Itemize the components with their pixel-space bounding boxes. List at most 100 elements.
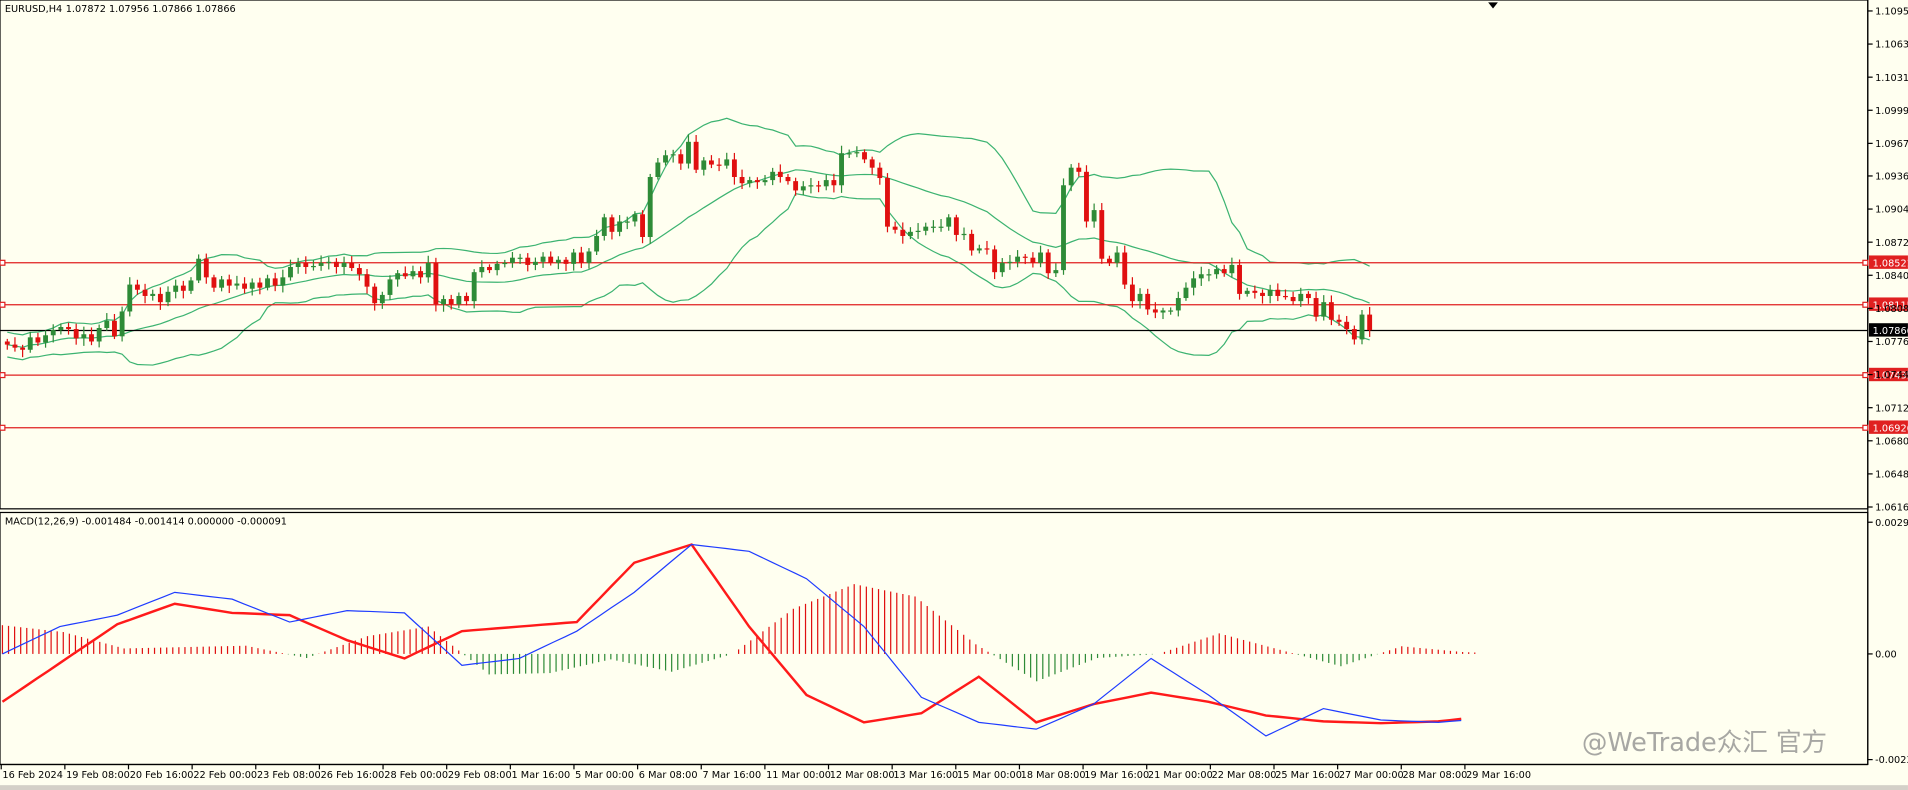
price-level-tag	[1869, 367, 1908, 382]
candle-bear	[142, 289, 148, 296]
candle-bull	[1160, 310, 1166, 313]
level-handle-left	[0, 372, 6, 379]
candle-bear	[731, 159, 737, 177]
candle-bear	[1099, 210, 1105, 259]
candle-bear	[793, 181, 799, 191]
candle-bear	[333, 261, 339, 267]
candle-bull	[173, 285, 179, 292]
candle-bear	[20, 347, 26, 350]
time-tick-label: 21 Mar 00:00	[1148, 770, 1213, 781]
time-tick-label: 19 Mar 16:00	[1084, 770, 1149, 781]
candle-bull	[1206, 274, 1212, 276]
candle-bull	[196, 258, 202, 281]
candle-bear	[862, 152, 867, 160]
candle-bear	[35, 337, 41, 343]
candle-bear	[693, 141, 699, 170]
candle-bull	[425, 262, 431, 278]
macd-indicator	[1, 543, 1476, 737]
candle-bear	[303, 262, 309, 267]
candle-bull	[441, 299, 446, 305]
candle-bear	[1129, 284, 1135, 302]
shift-marker-icon[interactable]	[1488, 2, 1498, 9]
candle-bear	[372, 286, 378, 304]
candle-bull	[379, 294, 385, 304]
candle-bull	[930, 226, 936, 228]
candle-bear	[785, 176, 791, 182]
time-tick-label: 11 Mar 00:00	[766, 770, 831, 781]
level-handle-right	[1862, 424, 1869, 431]
candle-bull	[58, 326, 64, 331]
candle-bull	[127, 284, 133, 312]
time-tick-label: 12 Mar 08:00	[830, 770, 895, 781]
candle-bear	[226, 279, 232, 286]
price-tick-label: 1.10955	[1875, 7, 1908, 18]
price-level-tag-label: 1.08115	[1873, 300, 1908, 311]
candle-bear	[816, 185, 822, 187]
candle-bull	[1015, 256, 1021, 262]
ohlc-label: 1.07872 1.07956 1.07866 1.07866	[66, 4, 236, 15]
price-tick-label: 1.07120	[1875, 403, 1908, 414]
time-tick-label: 6 Mar 08:00	[639, 770, 698, 781]
time-tick-label: 22 Mar 08:00	[1212, 770, 1277, 781]
candle-bear	[831, 180, 837, 186]
level-handle-left	[0, 301, 6, 308]
candle-bull	[976, 248, 982, 251]
candle-bull	[601, 217, 607, 236]
candle-bear	[1275, 289, 1281, 296]
candle-bull	[288, 266, 293, 278]
candle-bull	[96, 328, 102, 342]
candle-bear	[953, 217, 959, 235]
candle-bear	[992, 249, 998, 273]
candle-bull	[395, 273, 401, 280]
level-handle-left	[0, 259, 6, 266]
candle-bull	[1214, 269, 1220, 275]
candle-bull	[165, 291, 171, 303]
candle-bull	[586, 251, 592, 263]
candle-bull	[908, 231, 913, 236]
candle-bull	[632, 214, 638, 222]
candle-bull	[839, 153, 844, 186]
candle-bull	[762, 180, 768, 183]
symbol-label: EURUSD,H4	[5, 4, 62, 15]
candle-bull	[594, 235, 600, 252]
price-level-tag-label: 1.07435	[1873, 371, 1908, 382]
price-level-tag	[1869, 420, 1908, 434]
candle-bull	[686, 141, 691, 164]
price-tick-label: 1.10635	[1875, 40, 1908, 51]
time-tick-label: 23 Feb 08:00	[257, 770, 321, 781]
candle-bear	[73, 329, 79, 339]
time-tick-label: 16 Feb 2024	[2, 770, 62, 781]
candle-bear	[1022, 256, 1028, 258]
candle-bear	[1237, 264, 1242, 294]
candle-bear	[356, 268, 362, 275]
candle-bear	[418, 271, 424, 278]
candle-bull	[295, 262, 301, 267]
candle-bear	[211, 277, 217, 288]
candle-bear	[877, 167, 883, 179]
candle-bull	[517, 257, 523, 259]
price-tick-label: 1.08720	[1875, 238, 1908, 249]
candle-bull	[410, 271, 416, 277]
macd-main-line	[2, 543, 1462, 737]
candle-bear	[1030, 257, 1036, 263]
price-tick-label: 1.09040	[1875, 205, 1908, 216]
candle-bull	[1183, 287, 1189, 299]
candle-bull	[81, 334, 87, 339]
candle-bear	[640, 214, 645, 237]
macd-tick-label: 0.002941	[1875, 518, 1908, 529]
price-tick-label: 1.08400	[1875, 271, 1908, 282]
candle-bull	[1198, 274, 1204, 279]
candle-bear	[869, 159, 875, 168]
candle-bull	[747, 180, 753, 184]
candle-bull	[318, 262, 324, 266]
candle-bull	[647, 176, 653, 237]
candle-bear	[525, 257, 531, 265]
price-pane[interactable]	[0, 0, 1869, 510]
candle-bear	[1367, 314, 1373, 331]
candle-bear	[180, 285, 186, 291]
candle-bear	[900, 229, 906, 236]
candle-bull	[1137, 293, 1143, 302]
